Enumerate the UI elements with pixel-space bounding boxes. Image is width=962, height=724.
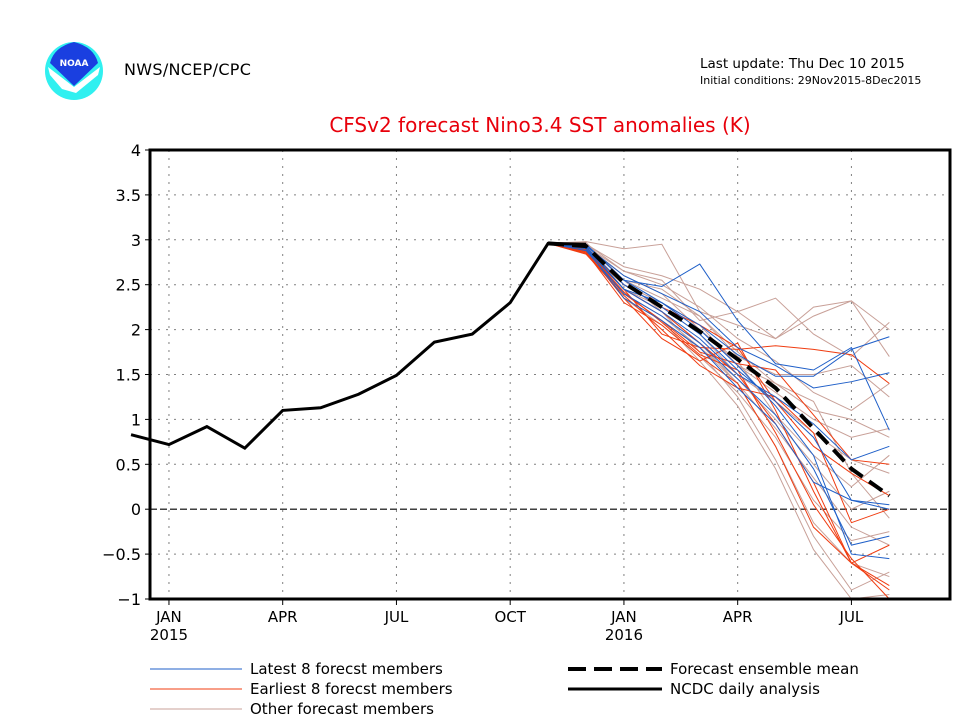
logo-upper-half (50, 42, 98, 86)
legend-label-observed: NCDC daily analysis (670, 680, 820, 698)
observed-line (130, 241, 587, 451)
y-tick-label: 1 (131, 410, 141, 429)
y-tick-label: −1 (117, 590, 141, 609)
y-axis-ticks: −1 −0.5 0 0.5 1 1.5 2 2.5 3 3.5 4 (102, 141, 150, 609)
grid-lines (150, 150, 950, 599)
latest-member-line (548, 242, 890, 377)
latest-member-line (548, 242, 890, 546)
initial-conditions-text: Initial conditions: 29Nov2015-8Dec2015 (700, 74, 922, 87)
x-tick-year-label: 2016 (605, 626, 643, 644)
x-tick-label: JAN (155, 608, 182, 626)
earliest-member-line (547, 242, 890, 524)
y-tick-label: 4 (131, 141, 141, 160)
y-tick-label: 2 (131, 321, 141, 340)
x-tick-label: OCT (494, 608, 526, 626)
other-member-line (548, 242, 890, 340)
legend-label-other: Other forecast members (250, 700, 434, 718)
plot-frame (148, 148, 952, 601)
other-member-line (548, 241, 890, 357)
y-tick-label: 0.5 (116, 455, 141, 474)
ensemble-mean-series (547, 241, 891, 498)
y-tick-label: 0 (131, 500, 141, 519)
latest-member-line (548, 242, 890, 389)
x-tick-year-label: 2015 (150, 626, 188, 644)
other-members-series (548, 241, 890, 600)
legend-label-mean: Forecast ensemble mean (670, 660, 859, 678)
other-member-line (548, 242, 890, 546)
latest-member-line (548, 242, 890, 510)
organization-label: NWS/NCEP/CPC (124, 60, 252, 79)
latest-members-series (548, 242, 890, 560)
x-tick-label: APR (723, 608, 753, 626)
earliest-member-line (548, 242, 890, 600)
chart-title: CFSv2 forecast Nino3.4 SST anomalies (K) (329, 113, 751, 137)
earliest-member-line (548, 242, 890, 564)
x-tick-label: JAN (610, 608, 637, 626)
earliest-member-line (547, 242, 890, 591)
x-tick-label: JUL (384, 608, 409, 626)
x-tick-label: JUL (839, 608, 864, 626)
y-tick-label: 3 (131, 231, 141, 250)
observed-series (130, 241, 587, 451)
y-tick-label: 3.5 (116, 186, 141, 205)
earliest-member-line (548, 242, 890, 497)
other-member-line (548, 242, 890, 600)
other-member-line (548, 242, 890, 358)
last-update-text: Last update: Thu Dec 10 2015 (700, 56, 905, 72)
legend-label-earliest: Earliest 8 forecst members (250, 680, 453, 698)
y-tick-label: 2.5 (116, 276, 141, 295)
noaa-logo-icon: NOAA (45, 42, 103, 100)
latest-member-line (548, 242, 890, 506)
earliest-members-series (547, 242, 890, 600)
other-member-line (548, 242, 890, 411)
latest-member-line (548, 242, 890, 560)
other-member-line (548, 242, 890, 542)
y-tick-label: 1.5 (116, 366, 141, 385)
x-tick-label: APR (268, 608, 298, 626)
ensemble-mean-line (547, 241, 891, 498)
noaa-logo: NOAA (44, 41, 104, 101)
y-tick-label: −0.5 (102, 545, 141, 564)
legend-label-latest: Latest 8 forecst members (250, 660, 443, 678)
legend: Latest 8 forecst members Earliest 8 forec… (150, 660, 859, 718)
latest-member-line (548, 242, 890, 461)
logo-gull (48, 67, 100, 93)
logo-text: NOAA (60, 59, 89, 69)
